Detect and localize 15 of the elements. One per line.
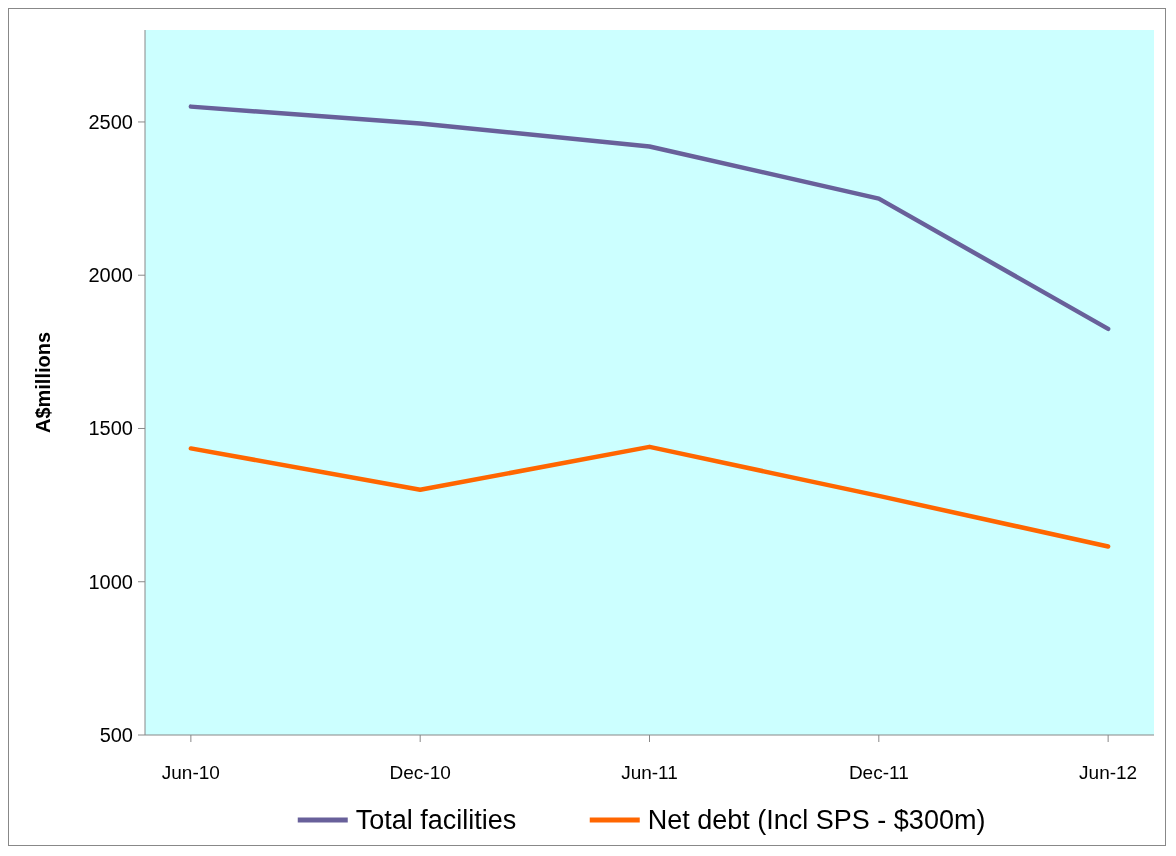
y-tick-label: 500 — [99, 724, 133, 746]
y-tick-label: 2000 — [88, 264, 133, 287]
x-tick-label: Jun-11 — [621, 762, 678, 783]
y-tick-label: 2500 — [88, 110, 133, 133]
y-axis-title: A$millions — [32, 331, 54, 434]
x-tick-label: Dec-10 — [389, 762, 451, 783]
x-tick-label: Jun-10 — [161, 762, 220, 783]
legend-label: Total facilities — [355, 805, 517, 836]
y-tick-label: 1500 — [88, 417, 133, 440]
legend-label: Net debt (Incl SPS - $300m) — [647, 805, 986, 836]
line-series — [188, 104, 1111, 332]
y-tick-label: 1000 — [88, 570, 133, 593]
x-tick-label: Dec-11 — [848, 762, 909, 783]
line-series — [188, 444, 1111, 549]
x-tick-label: Jun-12 — [1079, 762, 1138, 783]
